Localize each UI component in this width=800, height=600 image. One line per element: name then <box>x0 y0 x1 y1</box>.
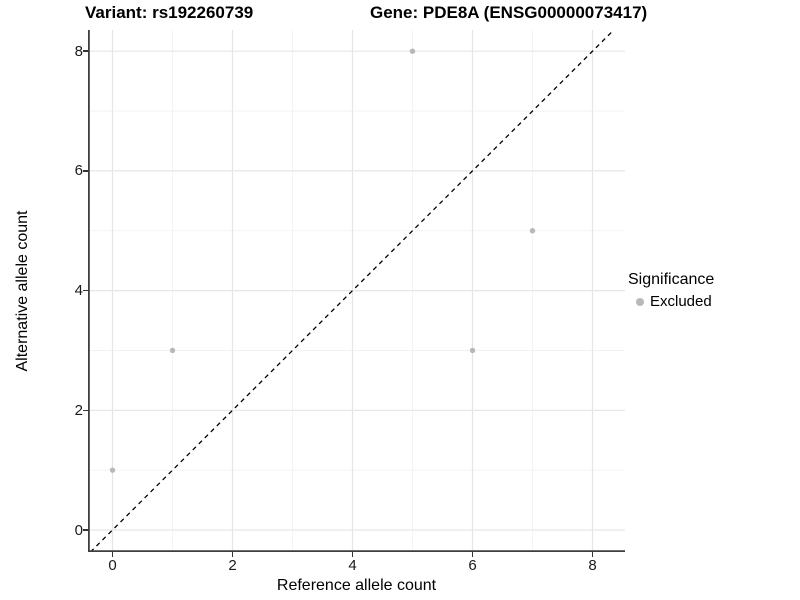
y-tick-mark <box>83 529 88 531</box>
identity-line <box>89 30 615 552</box>
x-tick-mark <box>111 552 114 557</box>
y-tick-mark <box>83 50 88 52</box>
y-axis-title: Alternative allele count <box>14 210 31 372</box>
data-point <box>529 228 536 234</box>
y-tick-mark <box>83 170 88 172</box>
x-tick-label: 0 <box>108 557 117 574</box>
y-tick-label: 6 <box>74 162 83 180</box>
x-tick-mark <box>591 552 594 557</box>
y-tick-label: 4 <box>74 282 83 300</box>
y-tick-label: 0 <box>74 521 83 539</box>
x-tick-mark <box>351 552 354 557</box>
x-tick-label: 6 <box>468 557 477 574</box>
data-point <box>169 347 176 354</box>
x-tick-label: 2 <box>228 557 237 574</box>
legend-title: Significance <box>628 271 715 288</box>
data-point <box>409 48 416 54</box>
y-tick-label: 2 <box>74 401 83 419</box>
x-tick-label: 4 <box>348 557 357 574</box>
data-point <box>469 347 476 354</box>
excluded-point-icon <box>636 297 644 306</box>
plot-canvas <box>88 30 625 552</box>
plot-title-gene: Gene: PDE8A (ENSG00000073417) <box>370 3 648 22</box>
legend: Significance Excluded <box>628 271 714 311</box>
x-tick-mark <box>471 552 474 557</box>
plot-panel <box>88 30 625 552</box>
plot-title-variant: Variant: rs192260739 <box>85 3 254 22</box>
x-axis-title: Reference allele count <box>276 577 437 594</box>
y-tick-mark <box>83 289 88 292</box>
x-tick-label: 8 <box>588 557 597 574</box>
y-tick-label: 8 <box>74 42 83 60</box>
data-point <box>109 467 116 473</box>
y-tick-mark <box>83 409 88 412</box>
x-tick-mark <box>231 552 234 557</box>
legend-item-excluded: Excluded <box>628 292 714 311</box>
legend-item-label: Excluded <box>650 293 712 310</box>
